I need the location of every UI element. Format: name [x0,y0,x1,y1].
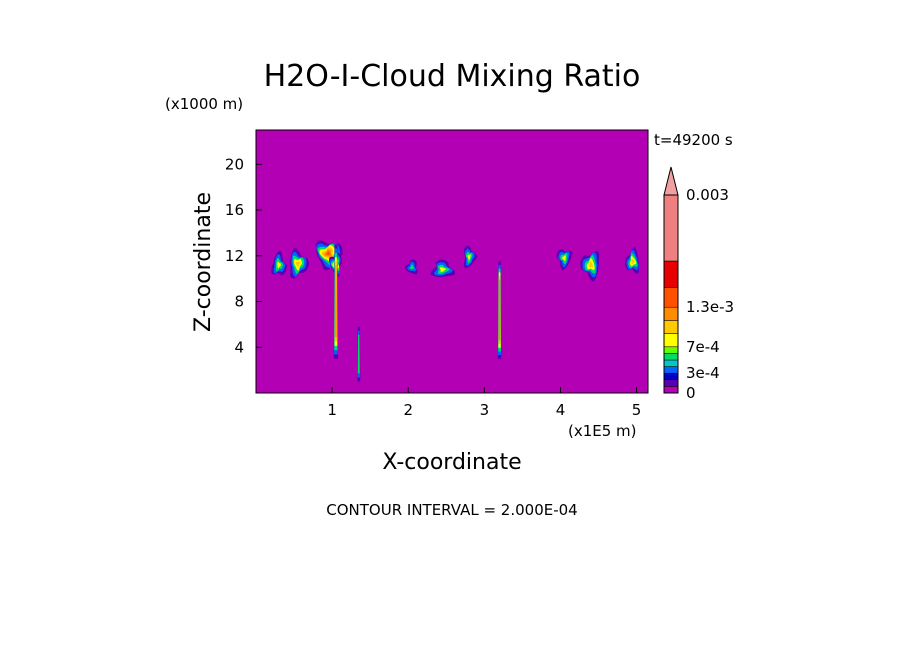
colorbar-segment [663,287,679,308]
colorbar-label: 3e-4 [686,364,720,382]
cloud-cell [430,259,456,278]
cloud-contour [277,261,281,269]
cloud-cell [556,248,573,271]
x-tick-label: 5 [632,401,642,419]
colorbar-labels: 0.003 1.3e-3 7e-4 3e-4 0 [686,186,734,402]
x-tick-label: 1 [327,401,337,419]
colorbar-label: 0 [686,384,696,402]
cloud-contour [562,255,566,262]
colorbar-segment [663,306,679,321]
plume-contour [335,265,337,338]
x-tick-label: 2 [403,401,413,419]
cloud-field [270,240,640,382]
y-tick-label: 12 [225,247,244,265]
cloud-cell [463,245,478,269]
plot-frame [255,129,649,394]
colorbar [663,166,679,394]
plume [333,244,339,359]
cloud-contour [295,261,300,268]
colorbar-segment [663,379,679,387]
colorbar-segment [663,346,679,354]
cloud-contour [467,254,471,261]
colorbar-segment [663,372,679,381]
x-tick-label: 4 [556,401,566,419]
plume [497,261,502,359]
colorbar-segment [663,386,679,394]
cloud-cell [624,247,640,274]
cloud-contour [588,261,594,268]
y-axis-label: Z-coordinate [191,192,216,332]
colorbar-segment [663,260,679,288]
plume-contour [498,279,501,341]
cloud-cell [290,247,310,279]
cloud-contour [439,267,446,272]
colorbar-label: 1.3e-3 [686,298,734,316]
cloud-cell [270,250,288,276]
colorbar-label: 7e-4 [686,338,720,356]
y-tick-label: 16 [225,201,244,219]
cloud-contour [631,259,635,265]
x-unit-label: (x1E5 m) [568,422,637,440]
colorbar-extend-arrow [663,166,679,196]
cloud-contour [409,264,415,270]
plume-contour [357,334,360,374]
colorbar-frame [663,194,679,394]
x-tick-label: 3 [480,401,490,419]
cloud-cell [404,259,418,275]
time-label: t=49200 s [654,131,733,149]
colorbar-segment [663,194,679,262]
colorbar-label: 0.003 [686,186,729,204]
colorbar-segment [663,359,679,367]
colorbar-segment [663,333,679,348]
y-unit-label: (x1000 m) [165,95,243,113]
x-axis-label: X-coordinate [382,450,521,475]
y-axis: 4 8 12 16 20 [225,155,262,356]
colorbar-segment [663,320,679,334]
chart-title: H2O-I-Cloud Mixing Ratio [264,59,641,94]
plume [357,326,361,382]
colorbar-segment [663,353,679,361]
x-axis: 1 2 3 4 5 [327,387,641,419]
cloud-cell [580,250,600,282]
cloud-contour [326,251,331,256]
contour-interval-footer: CONTOUR INTERVAL = 2.000E-04 [326,501,577,519]
colorbar-segment [663,366,679,374]
y-tick-label: 4 [234,338,244,356]
y-tick-label: 20 [225,155,244,173]
y-tick-label: 8 [234,293,244,311]
